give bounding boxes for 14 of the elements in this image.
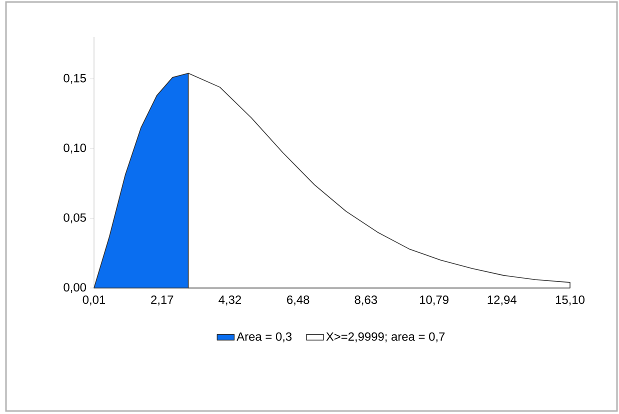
- x-tick-label: 6,48: [287, 296, 310, 306]
- x-tick-label: 0,01: [82, 296, 106, 306]
- x-tick-label: 12,94: [488, 296, 516, 306]
- x-tick-label: 15,10: [556, 296, 584, 306]
- x-tick-label: 10,79: [420, 296, 448, 306]
- x-tick-label: 2,17: [151, 296, 174, 306]
- legend-label: X>=2,9999; area = 0,7: [326, 332, 445, 342]
- y-tick-label: 0,00: [64, 283, 86, 293]
- y-tick-label: 0,05: [64, 213, 86, 224]
- x-tick-label: 8,63: [354, 296, 378, 306]
- y-tick-label: 0,15: [64, 74, 86, 84]
- legend-label: Area = 0,3: [236, 332, 292, 342]
- y-tick-label: 0,10: [64, 144, 86, 154]
- x-tick-label: 4,32: [218, 296, 241, 306]
